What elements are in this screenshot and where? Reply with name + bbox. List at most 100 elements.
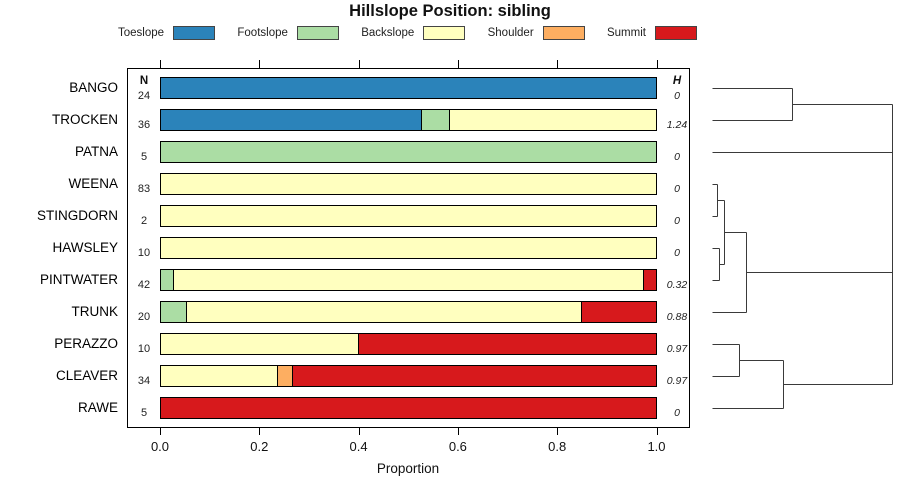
legend-item: Summit [607,26,697,40]
x-axis-tick [160,427,161,435]
x-axis-tick-label: 0.0 [150,439,170,454]
x-axis-top-tick [259,60,261,68]
h-value: 0 [674,215,680,227]
stacked-bar [160,365,657,387]
h-value: 0 [674,247,680,259]
h-column-header: H [672,75,682,87]
row-label: PINTWATER [40,272,118,287]
bar-segment-backslope [161,366,277,386]
x-axis-tick-label: 0.4 [349,439,368,454]
bar-segment-summit [358,334,656,354]
bar-segment-backslope [161,334,359,354]
x-axis-tick [557,427,559,435]
x-axis-tick-label: 0.8 [548,439,567,454]
stacked-bar [160,109,657,131]
bar-segment-backslope [449,110,656,130]
x-axis-tick [259,427,261,435]
h-value: 1.24 [666,119,688,131]
stacked-bar [160,141,657,163]
legend-item-label: Backslope [361,27,415,39]
x-axis-tick [358,427,360,435]
stacked-bar [160,237,657,259]
h-value: 0.97 [666,375,688,387]
bar-segment-summit [292,366,656,386]
bar-segment-footslope [161,142,656,162]
n-value: 5 [140,407,148,419]
row-label: HAWSLEY [52,240,118,255]
x-axis-tick-label: 0.2 [250,439,269,454]
x-axis-tick-label: 1.0 [647,439,666,454]
row-label: PERAZZO [54,336,118,351]
row-label: STINGDORN [37,208,118,223]
row-label: TRUNK [71,304,119,319]
legend-item: Shoulder [488,26,585,40]
row-label: RAWE [78,400,118,415]
plot-box [127,68,690,428]
legend-item-label: Toeslope [118,27,165,39]
x-axis-top-tick [557,60,559,68]
h-value: 0.88 [666,311,688,323]
stacked-bar [160,77,657,99]
bar-segment-footslope [161,302,186,322]
stacked-bar [160,301,657,323]
legend-item: Toeslope [118,26,216,40]
x-axis-title: Proportion [376,461,440,476]
chart-title: Hillslope Position: sibling [349,2,551,20]
legend-item-label: Shoulder [487,27,534,39]
h-value: 0.97 [666,343,688,355]
stacked-bar [160,205,657,227]
stacked-bar [160,269,657,291]
bar-segment-backslope [161,174,656,194]
row-label: BANGO [69,80,118,95]
x-axis-top-tick [160,60,161,68]
n-value: 10 [137,247,151,259]
x-axis-top-tick [457,60,459,68]
bar-segment-footslope [161,270,173,290]
row-label: CLEAVER [55,368,118,383]
bar-segment-toeslope [161,78,656,98]
n-value: 83 [137,183,151,195]
bar-segment-shoulder [276,366,293,386]
n-value: 20 [137,311,151,323]
bar-segment-toeslope [161,110,421,130]
bar-segment-footslope [420,110,450,130]
legend-item: Footslope [237,26,339,40]
bar-segment-summit [580,302,656,322]
bar-segment-summit [642,270,656,290]
h-value: 0 [674,90,680,102]
h-value: 0.32 [666,279,688,291]
x-axis-tick [457,427,459,435]
n-value: 10 [137,343,151,355]
legend: Toeslope Footslope Backslope Shoulder Summit [118,26,697,40]
stacked-bar [160,397,657,419]
legend-swatch-summit [654,26,697,40]
x-axis-tick [656,427,658,435]
n-value: 42 [137,279,151,291]
h-value: 0 [674,183,680,195]
n-value: 5 [140,151,148,163]
row-label: TROCKEN [51,112,118,127]
row-label: PATNA [74,144,118,159]
bar-segment-backslope [161,238,656,258]
legend-item-label: Summit [606,27,646,39]
row-label: WEENA [68,176,118,191]
legend-item: Backslope [361,26,466,40]
legend-swatch-shoulder [542,26,585,40]
legend-swatch-backslope [423,26,466,40]
n-value: 2 [140,215,148,227]
bar-segment-summit [161,398,656,418]
n-column-header: N [139,75,149,87]
bar-segment-backslope [185,302,581,322]
h-value: 0 [674,407,680,419]
legend-swatch-footslope [296,26,339,40]
legend-swatch-toeslope [173,26,216,40]
legend-item-label: Footslope [237,27,288,39]
x-axis-top-tick [656,60,658,68]
n-value: 24 [137,90,151,102]
bar-segment-backslope [161,206,656,226]
n-value: 34 [137,375,151,387]
bar-segment-backslope [172,270,643,290]
x-axis-tick-label: 0.6 [448,439,467,454]
h-value: 0 [674,151,680,163]
